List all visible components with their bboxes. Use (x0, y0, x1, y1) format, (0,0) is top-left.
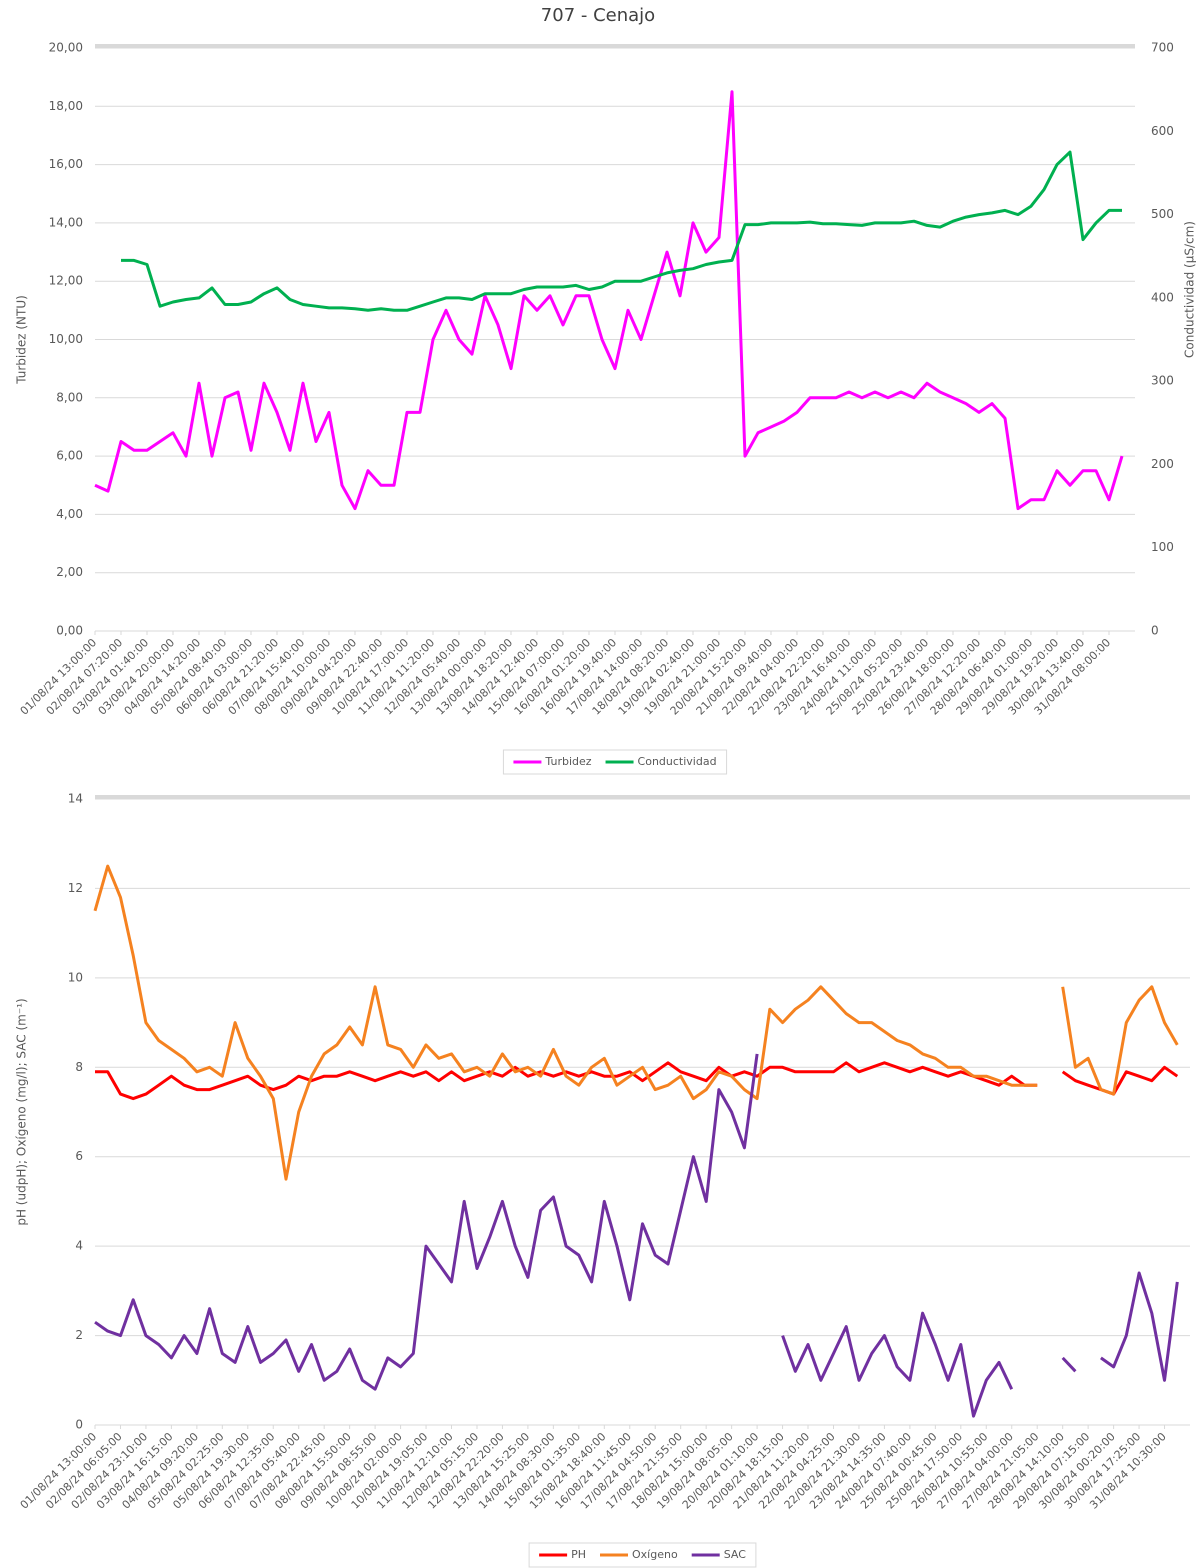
y2-tick-label: 300 (1151, 374, 1174, 388)
legend-box (502, 749, 728, 775)
y2-tick-label: 0 (1151, 624, 1159, 638)
y-tick-label: 4,00 (56, 507, 83, 521)
series-line (95, 1061, 1179, 1101)
y2-tick-label: 200 (1151, 457, 1174, 471)
y-tick-label: 2 (75, 1328, 83, 1342)
legend-label: Conductividad (638, 755, 717, 768)
y-axis-title: Turbidez (NTU) (15, 295, 29, 385)
y-tick-label: 14,00 (49, 215, 83, 229)
legend: PH Oxígeno SAC (528, 1542, 757, 1568)
y-tick-label: 20,00 (49, 41, 83, 55)
y-tick-label: 18,00 (49, 99, 83, 113)
y-tick-label: 8 (75, 1060, 83, 1074)
series-line (94, 1053, 1179, 1418)
y-tick-label: 8,00 (56, 390, 83, 404)
y-tick-label: 10 (68, 970, 83, 984)
y-tick-label: 2,00 (56, 565, 83, 579)
legend-box (528, 1542, 757, 1568)
legend-label: SAC (724, 1548, 747, 1561)
y2-tick-label: 500 (1151, 207, 1174, 221)
y-axis-title: pH (udpH); Oxígeno (mg/l); SAC (m⁻¹) (15, 998, 29, 1225)
legend-label: Turbidez (544, 755, 591, 768)
y-tick-label: 10,00 (49, 332, 83, 346)
y-tick-label: 6 (75, 1149, 83, 1163)
y-tick-label: 14 (68, 792, 83, 806)
legend: Turbidez Conductividad (502, 749, 728, 775)
y2-tick-label: 100 (1151, 540, 1174, 554)
y-tick-label: 0 (75, 1418, 83, 1432)
y-tick-label: 4 (75, 1239, 83, 1253)
y-tick-label: 6,00 (56, 449, 83, 463)
y-tick-label: 12,00 (49, 274, 83, 288)
series-line (121, 150, 1122, 312)
y-tick-label: 16,00 (49, 157, 83, 171)
y2-tick-label: 400 (1151, 290, 1174, 304)
y2-axis-title: Conductividad (µS/cm) (1183, 221, 1197, 358)
legend-label: Oxígeno (632, 1548, 678, 1561)
chart-title: 707 - Cenajo (541, 5, 655, 26)
y2-tick-label: 600 (1151, 124, 1174, 138)
y-tick-label: 0,00 (56, 624, 83, 638)
series-line (94, 90, 1124, 511)
legend-label: PH (571, 1548, 586, 1561)
y2-tick-label: 700 (1151, 41, 1174, 55)
series-line (93, 864, 1179, 1181)
y-tick-label: 12 (68, 881, 83, 895)
